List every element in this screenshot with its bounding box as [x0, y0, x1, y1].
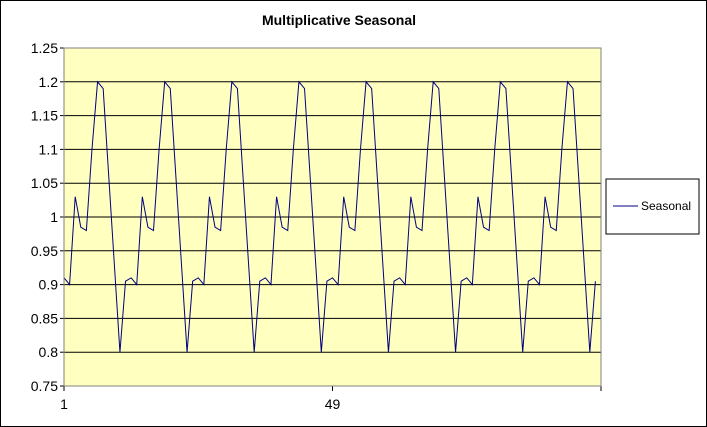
gridlines — [64, 81, 601, 353]
y-tick-label: 0.8 — [39, 344, 59, 360]
y-tick-label: 1.05 — [31, 175, 58, 191]
y-tick-label: 0.9 — [39, 277, 59, 293]
y-tick-label: 0.85 — [31, 310, 58, 326]
x-axis: 1 49 — [60, 385, 602, 412]
y-tick-label: 0.75 — [31, 378, 58, 394]
y-tick-label: 1.25 — [31, 40, 58, 56]
y-tick-label: 0.95 — [31, 243, 58, 259]
chart-title: Multiplicative Seasonal — [262, 12, 416, 28]
plot-border — [63, 47, 602, 387]
y-tick-label: 1 — [50, 209, 58, 225]
legend: Seasonal — [605, 178, 700, 235]
x-tick-label: 49 — [325, 396, 341, 412]
y-tick-label: 1.2 — [39, 74, 59, 90]
y-tick-label: 1.1 — [39, 141, 59, 157]
y-axis-ticks: 0.75 0.8 0.85 0.9 0.95 1 1.05 1.1 1.15 1.2 1.25 — [31, 40, 64, 394]
series-line-seasonal — [63, 80, 596, 353]
legend-label-seasonal: Seasonal — [641, 199, 691, 213]
x-tick-label: 1 — [60, 396, 68, 412]
y-tick-label: 1.15 — [31, 108, 58, 124]
